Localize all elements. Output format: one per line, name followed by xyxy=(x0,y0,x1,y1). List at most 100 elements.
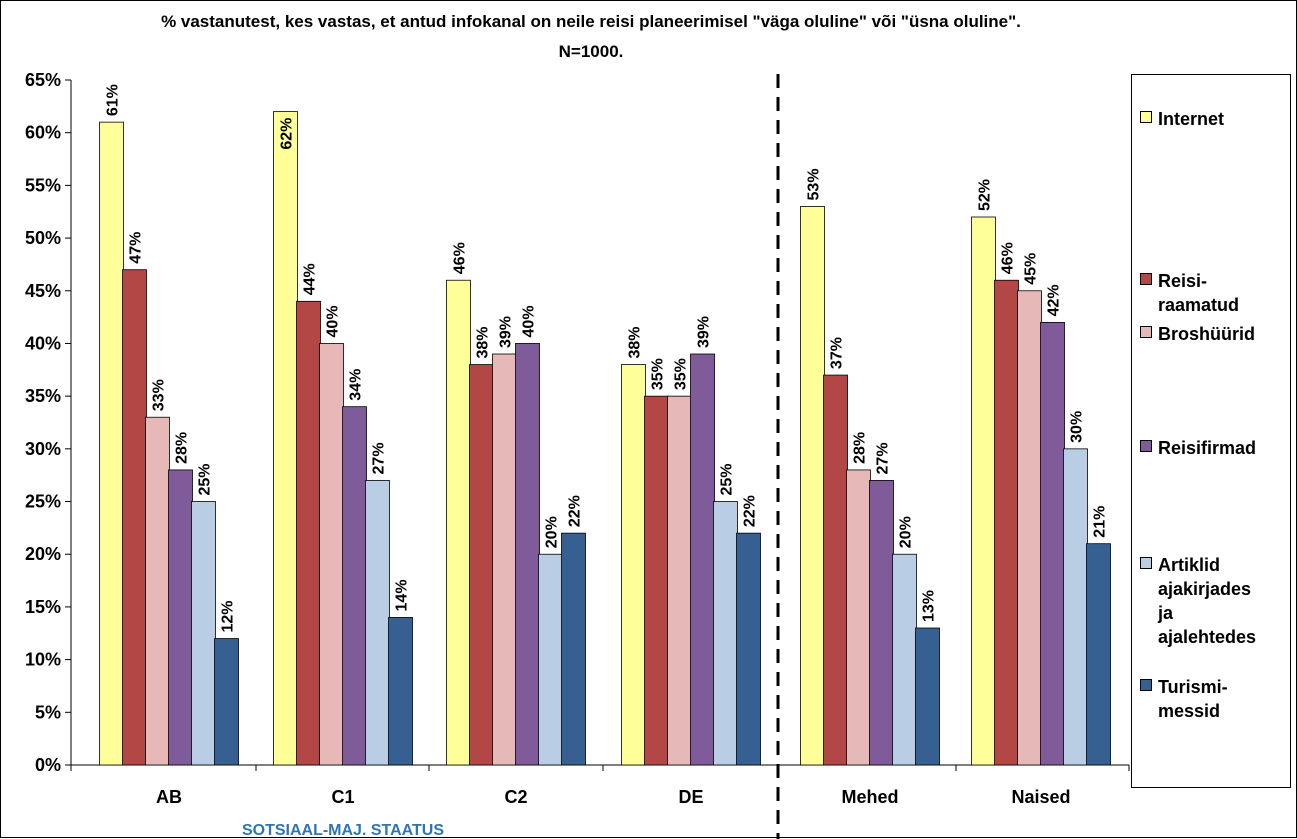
y-tick-label: 65% xyxy=(25,70,61,90)
data-label: 35% xyxy=(673,358,690,390)
data-label: 27% xyxy=(875,442,892,474)
bar xyxy=(621,364,646,766)
y-tick-label: 15% xyxy=(25,597,61,617)
bar xyxy=(915,627,940,766)
bar xyxy=(388,617,413,766)
legend-item-reisifirmad: Reisifirmad xyxy=(1140,436,1256,460)
bar xyxy=(446,279,471,766)
data-label: 39% xyxy=(498,316,515,348)
data-label: 25% xyxy=(197,464,214,496)
chart-data-labels: 61% 62% 46% 38% 53% 52% 47% 44% 38% 35% 37% 46% 33% 4… xyxy=(105,84,1109,632)
bar xyxy=(365,480,390,766)
bar xyxy=(319,343,344,766)
x-category-label: AB xyxy=(156,787,182,807)
data-label: 22% xyxy=(567,495,584,527)
data-label: 40% xyxy=(521,305,538,337)
bar xyxy=(1086,543,1111,766)
legend-swatch-turismimessid xyxy=(1140,679,1152,691)
bar xyxy=(538,553,563,766)
bar xyxy=(823,374,848,766)
x-group-label: SOTSIAAL-MAJ. STAATUS xyxy=(242,822,444,839)
legend-item-broshuurid: Broshüürid xyxy=(1140,322,1255,346)
bar xyxy=(971,216,996,766)
bar xyxy=(994,279,1019,766)
x-category-label: C2 xyxy=(504,787,527,807)
y-tick-label: 50% xyxy=(25,228,61,248)
data-label: 47% xyxy=(128,232,145,264)
legend-item-artiklid: Artiklid ajakirjades ja ajalehtedes xyxy=(1140,553,1256,649)
data-label: 25% xyxy=(719,464,736,496)
bar xyxy=(469,364,494,766)
legend-swatch-reisifirmad xyxy=(1140,440,1152,452)
data-label: 21% xyxy=(1092,506,1109,538)
data-label: 37% xyxy=(829,337,846,369)
y-tick-label: 0% xyxy=(35,755,61,775)
legend-item-turismimessid: Turismi- messid xyxy=(1140,675,1228,723)
data-label: 14% xyxy=(394,579,411,611)
chart-legend: Internet Reisi- raamatud Broshüürid Reis… xyxy=(1131,74,1291,788)
bar xyxy=(846,469,871,766)
legend-swatch-artiklid xyxy=(1140,557,1152,569)
y-tick-label: 5% xyxy=(35,702,61,722)
bar xyxy=(644,395,669,766)
legend-label-reisiraamatud: Reisi- raamatud xyxy=(1158,271,1240,315)
bar xyxy=(168,469,193,766)
x-category-label: Mehed xyxy=(841,787,898,807)
bar xyxy=(667,395,692,766)
bar xyxy=(296,300,321,766)
bar xyxy=(1040,321,1065,766)
bar xyxy=(736,532,761,766)
chart-bars xyxy=(99,111,1111,766)
data-label: 45% xyxy=(1023,253,1040,285)
data-label: 28% xyxy=(852,432,869,464)
data-label: 30% xyxy=(1069,411,1086,443)
data-label: 12% xyxy=(220,601,237,633)
bar xyxy=(214,638,239,766)
data-label: 35% xyxy=(650,358,667,390)
data-label: 40% xyxy=(325,305,342,337)
data-label: 33% xyxy=(151,379,168,411)
data-label: 27% xyxy=(371,442,388,474)
data-label: 39% xyxy=(696,316,713,348)
chart-axes: 0% 5% 10% 15% 20% 25% 30% 35% 40% 45% 50% 55% 60% 65%… xyxy=(25,70,1130,839)
bar xyxy=(145,416,170,766)
bar xyxy=(1063,448,1088,766)
data-label: 62% xyxy=(279,118,296,150)
x-category-label: DE xyxy=(678,787,703,807)
bar xyxy=(713,501,738,766)
data-label: 52% xyxy=(977,179,994,211)
data-label: 44% xyxy=(302,263,319,295)
bar xyxy=(191,501,216,766)
data-label: 20% xyxy=(544,516,561,548)
y-tick-label: 55% xyxy=(25,175,61,195)
bar xyxy=(561,532,586,766)
data-label: 46% xyxy=(452,242,469,274)
bar xyxy=(492,353,517,766)
y-tick-label: 25% xyxy=(25,492,61,512)
y-tick-label: 45% xyxy=(25,281,61,301)
data-label: 61% xyxy=(105,84,122,116)
legend-label-broshuurid: Broshüürid xyxy=(1158,324,1255,344)
y-tick-label: 60% xyxy=(25,123,61,143)
legend-label-artiklid: Artiklid ajakirjades ja ajalehtedes xyxy=(1158,555,1257,647)
bar xyxy=(273,111,298,766)
x-category-label: C1 xyxy=(331,787,354,807)
legend-item-internet: Internet xyxy=(1140,107,1224,131)
legend-label-turismimessid: Turismi- messid xyxy=(1158,677,1228,721)
legend-swatch-internet xyxy=(1140,111,1152,123)
data-label: 46% xyxy=(1000,242,1017,274)
x-category-label: Naised xyxy=(1011,787,1070,807)
data-label: 38% xyxy=(475,327,492,359)
data-label: 22% xyxy=(742,495,759,527)
bar xyxy=(515,343,540,766)
data-label: 38% xyxy=(627,327,644,359)
bar xyxy=(869,480,894,766)
data-label: 28% xyxy=(174,432,191,464)
legend-swatch-broshuurid xyxy=(1140,326,1152,338)
legend-label-internet: Internet xyxy=(1158,109,1225,129)
data-label: 13% xyxy=(921,590,938,622)
y-tick-label: 10% xyxy=(25,650,61,670)
data-label: 42% xyxy=(1046,284,1063,316)
